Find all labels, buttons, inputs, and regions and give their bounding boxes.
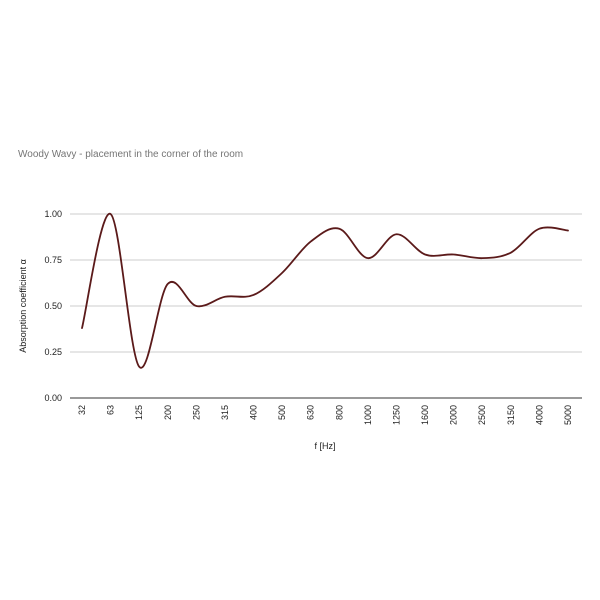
y-tick-label: 0.50: [44, 301, 62, 311]
y-axis-ticks: 0.00 0.25 0.50 0.75 1.00: [44, 209, 62, 403]
x-tick-label: 3150: [506, 405, 516, 425]
x-axis-ticks: 32 63 125 200 250 315 400 500 630 800 1000 1250 1600…: [77, 405, 573, 425]
x-tick-label: 400: [249, 405, 259, 420]
y-tick-label: 0.25: [44, 347, 62, 357]
gridlines: [70, 213, 582, 399]
x-tick-label: 4000: [534, 405, 544, 425]
x-tick-label: 2500: [477, 405, 487, 425]
y-tick-label: 0.75: [44, 255, 62, 265]
x-tick-label: 630: [306, 405, 316, 420]
y-axis-label: Absorption coefficient α: [18, 259, 28, 353]
x-tick-label: 315: [220, 405, 230, 420]
series-line: [81, 213, 569, 369]
x-tick-label: 5000: [563, 405, 573, 425]
x-tick-label: 1250: [391, 405, 401, 425]
chart-title: Woody Wavy - placement in the corner of …: [18, 149, 243, 160]
x-tick-label: 1600: [420, 405, 430, 425]
y-tick-label: 0.00: [44, 393, 62, 403]
x-tick-label: 32: [77, 405, 87, 415]
x-tick-label: 500: [277, 405, 287, 420]
y-tick-label: 1.00: [44, 209, 62, 219]
series-layer: [81, 213, 569, 369]
x-tick-label: 800: [334, 405, 344, 420]
x-tick-label: 125: [134, 405, 144, 420]
x-tick-label: 1000: [363, 405, 373, 425]
x-axis-label: f [Hz]: [314, 441, 335, 451]
x-tick-label: 2000: [449, 405, 459, 425]
x-tick-label: 63: [106, 405, 116, 415]
x-tick-label: 250: [191, 405, 201, 420]
x-tick-label: 200: [163, 405, 173, 420]
